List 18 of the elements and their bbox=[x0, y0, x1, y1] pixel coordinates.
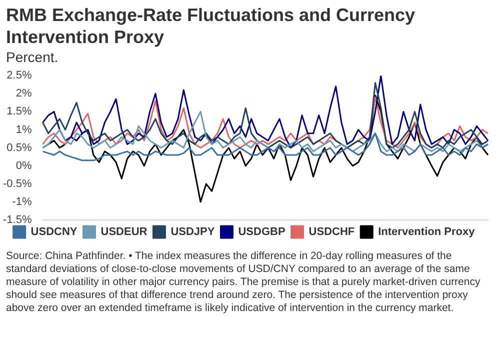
y-tick-label: 2% bbox=[16, 88, 32, 100]
legend-label: Intervention Proxy bbox=[378, 226, 476, 238]
y-tick-label: 1.5% bbox=[6, 106, 32, 118]
legend-label: USDGBP bbox=[238, 226, 286, 238]
y-tick-label: -0.5% bbox=[2, 178, 32, 190]
chart-title: RMB Exchange-Rate Fluctuations and Currency Intervention Proxy bbox=[5, 4, 416, 48]
y-tick-label: 2.5% bbox=[6, 70, 32, 82]
legend-label: USDCHF bbox=[308, 226, 355, 238]
y-tick-label: 0.5% bbox=[6, 142, 32, 154]
y-tick-label: -1% bbox=[12, 196, 32, 208]
legend-label: USDJPY bbox=[170, 226, 216, 238]
y-tick-label: 0% bbox=[16, 160, 32, 172]
y-tick-label: -1.5% bbox=[2, 214, 32, 226]
legend-label: USDEUR bbox=[100, 226, 148, 238]
y-tick-label: 1% bbox=[16, 124, 32, 136]
source-note: Source: China Pathfinder. • The index measures the difference in 20-day rolling measures of the standard deviations of close-to-close movements of USD/CNY compared to an average of the same measure of volatility in other major currency pairs. The premise is that a purely market-driven currency should see measures of that difference trend around zero. The persistence of the intervention proxy above zero over an extended timeframe is likely indicative of intervention in the currency market. bbox=[5, 249, 482, 315]
legend-label: USDCNY bbox=[30, 226, 78, 238]
chart-subtitle: Percent. bbox=[5, 48, 60, 66]
